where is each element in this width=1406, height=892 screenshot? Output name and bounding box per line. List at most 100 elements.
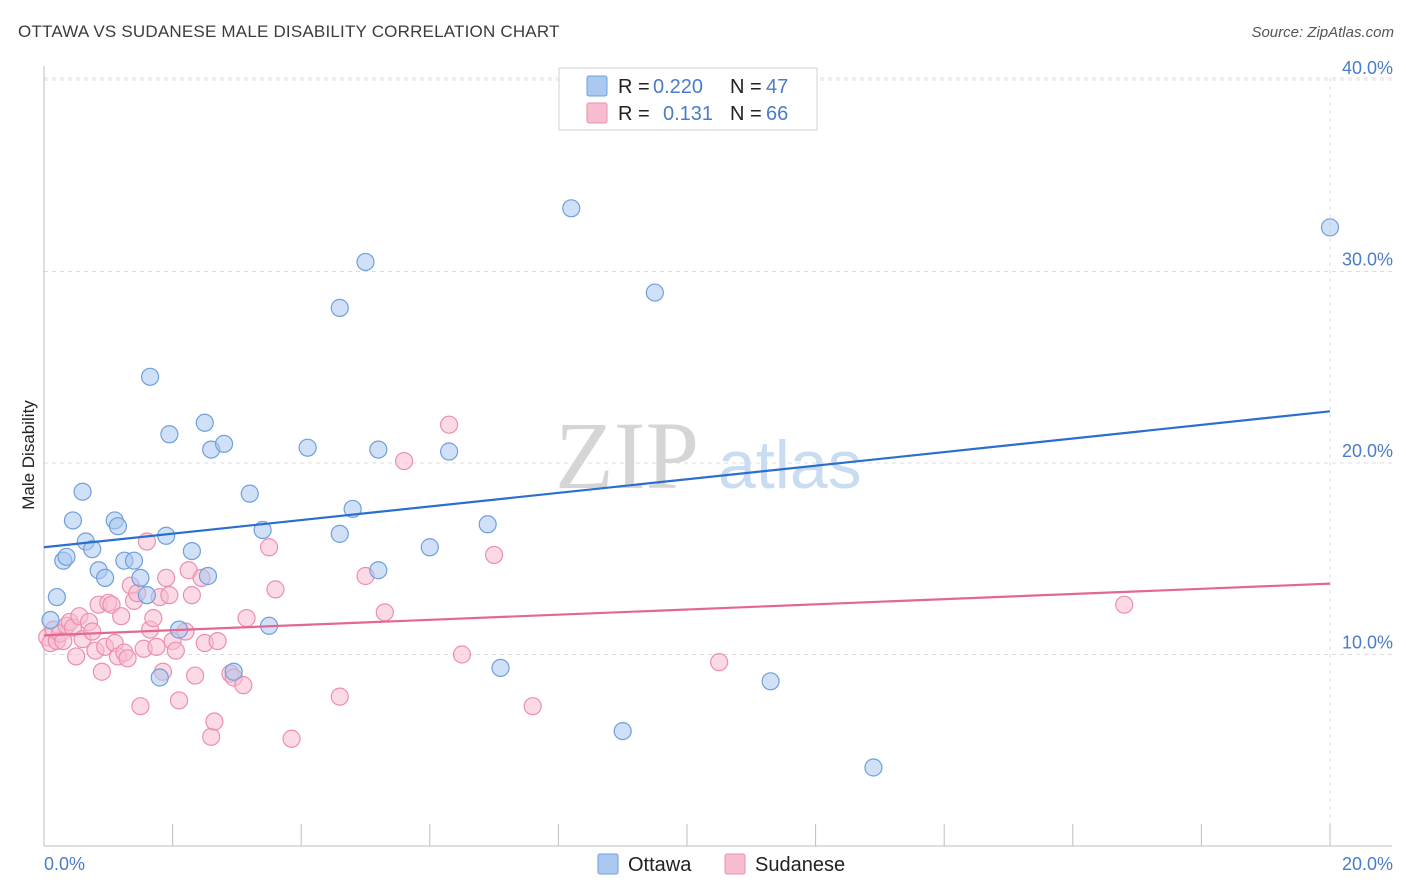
ottawa-r-label: R = <box>618 76 650 98</box>
ottawa-point <box>160 425 179 444</box>
ottawa-point <box>224 662 243 681</box>
ottawa-point <box>41 610 60 630</box>
watermark: ZIP atlas <box>555 402 862 509</box>
sudanese-series-swatch <box>724 853 746 875</box>
sudanese-point <box>67 647 86 666</box>
ottawa-point <box>864 758 883 777</box>
sudanese-point <box>266 580 285 599</box>
ottawa-point <box>140 367 160 386</box>
y-tick-label: 20.0% <box>1342 441 1393 461</box>
sudanese-point <box>202 727 221 746</box>
ottawa-series-label: Ottawa <box>628 854 692 876</box>
sudanese-n-value: 66 <box>766 103 788 125</box>
sudanese-point <box>282 729 301 748</box>
sudanese-point <box>259 538 279 557</box>
sudanese-n-label: N = <box>730 103 762 125</box>
ottawa-point <box>761 672 780 691</box>
sudanese-r-value: 0.131 <box>663 103 713 125</box>
sudanese-point <box>169 691 189 710</box>
sudanese-point <box>112 607 131 626</box>
sudanese-point <box>394 451 414 471</box>
ottawa-point <box>330 298 349 317</box>
sudanese-point <box>452 645 472 664</box>
sudanese-point <box>186 666 205 685</box>
ottawa-point <box>182 541 201 561</box>
sudanese-point <box>83 622 102 641</box>
ottawa-trend-line <box>43 410 1331 549</box>
sudanese-point <box>375 603 394 622</box>
trend-lines <box>43 410 1331 637</box>
sudanese-point <box>208 631 227 651</box>
ottawa-legend-swatch <box>586 75 608 97</box>
ottawa-point <box>1320 218 1340 237</box>
series-legend: Ottawa Sudanese <box>597 853 845 876</box>
sudanese-point <box>330 687 349 706</box>
ottawa-point <box>439 442 459 461</box>
ottawa-point <box>73 482 92 501</box>
tick-labels: 10.0% 20.0% 30.0% 40.0% 0.0% 20.0% <box>44 58 1393 874</box>
sudanese-legend-swatch <box>586 102 608 124</box>
sudanese-point <box>205 712 224 731</box>
sudanese-point <box>166 641 185 660</box>
sudanese-point <box>710 653 729 672</box>
ottawa-n-label: N = <box>730 76 762 98</box>
stats-legend: R = 0.220 N = 47 R = 0.131 N = 66 <box>558 67 818 131</box>
y-axis-title: Male Disability <box>19 400 38 510</box>
sudanese-point <box>523 697 542 716</box>
watermark-zip: ZIP <box>555 402 699 509</box>
ottawa-point <box>298 438 317 457</box>
x-tick-label: 20.0% <box>1342 854 1393 874</box>
watermark-atlas: atlas <box>718 427 862 503</box>
sudanese-point <box>439 415 459 434</box>
chart-title: OTTAWA VS SUDANESE MALE DISABILITY CORRE… <box>18 22 560 41</box>
ottawa-point <box>562 199 581 218</box>
ottawa-point <box>491 658 510 678</box>
ottawa-point <box>124 551 144 570</box>
y-tick-label: 40.0% <box>1342 58 1393 78</box>
ottawa-point <box>613 721 632 741</box>
ottawa-point <box>214 434 234 453</box>
ottawa-point <box>131 568 150 588</box>
ottawa-point <box>150 668 169 687</box>
ottawa-point <box>330 524 349 543</box>
chart-source: Source: ZipAtlas.com <box>1251 24 1394 41</box>
sudanese-point <box>485 545 504 565</box>
ottawa-point <box>420 538 439 557</box>
ottawa-r-value: 0.220 <box>653 76 703 98</box>
ottawa-point <box>195 413 214 432</box>
ottawa-point <box>645 283 664 302</box>
y-tick-label: 30.0% <box>1342 250 1393 270</box>
ottawa-point <box>356 252 375 272</box>
x-tick-label: 0.0% <box>44 854 85 874</box>
ottawa-point <box>108 517 128 536</box>
sudanese-point <box>131 697 150 716</box>
sudanese-point <box>182 586 201 605</box>
sudanese-point <box>144 609 163 628</box>
ottawa-series-swatch <box>597 853 619 875</box>
data-points <box>38 199 1340 777</box>
ottawa-point <box>47 587 66 607</box>
ottawa-point <box>63 511 83 530</box>
axes <box>43 66 1392 847</box>
ottawa-n-value: 47 <box>766 76 788 98</box>
ottawa-point <box>95 568 115 588</box>
ottawa-point <box>240 484 259 503</box>
sudanese-point <box>147 637 166 656</box>
sudanese-r-label: R = <box>618 103 650 125</box>
sudanese-series-label: Sudanese <box>755 854 845 876</box>
sudanese-trend-line <box>43 582 1331 637</box>
ottawa-point <box>57 547 76 566</box>
ottawa-point <box>198 566 218 586</box>
ottawa-point <box>478 515 497 534</box>
sudanese-point <box>160 586 179 605</box>
ottawa-point <box>369 561 388 580</box>
ottawa-point <box>83 540 102 559</box>
ottawa-point <box>253 520 272 540</box>
y-tick-label: 10.0% <box>1342 633 1393 653</box>
ottawa-point <box>137 586 156 605</box>
sudanese-point <box>1115 595 1134 614</box>
sudanese-point <box>92 662 111 681</box>
sudanese-point <box>237 609 256 628</box>
sudanese-point <box>118 649 137 668</box>
